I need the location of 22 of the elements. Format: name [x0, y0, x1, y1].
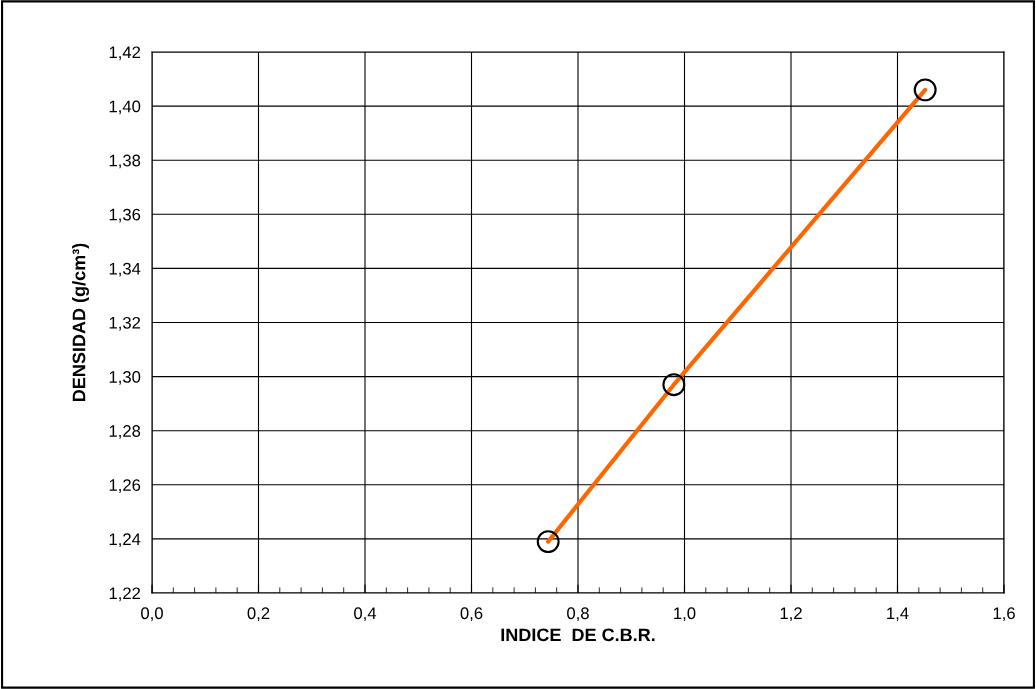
y-tick-label: 1,24	[109, 533, 141, 548]
y-tick-label: 1,32	[109, 316, 141, 331]
x-tick-label: 1,0	[674, 607, 696, 622]
x-tick-label: 0,6	[460, 607, 483, 622]
x-tick-label: 1,6	[993, 607, 1015, 622]
x-tick-label: 0,8	[567, 607, 589, 622]
x-axis-title: INDICE DE C.B.R.	[501, 628, 655, 642]
y-tick-label: 1,40	[109, 100, 141, 115]
y-tick-label: 1,36	[109, 208, 141, 223]
x-tick-label: 1,2	[780, 607, 802, 622]
y-axis-title: DENSIDAD (g/cm³)	[72, 243, 90, 402]
x-tick-label: 0,0	[141, 607, 163, 622]
y-tick-label: 1,26	[109, 479, 141, 493]
y-tick-label: 1,34	[109, 262, 141, 277]
y-tick-label: 1,28	[109, 425, 141, 439]
x-tick-label: 0,2	[247, 607, 270, 622]
y-tick-label: 1,22	[109, 587, 141, 602]
y-tick-label: 1,38	[109, 154, 141, 169]
x-tick-label: 1,4	[887, 607, 909, 622]
y-tick-label: 1,42	[109, 46, 141, 61]
x-tick-label: 0,4	[354, 607, 377, 622]
y-tick-label: 1,30	[109, 371, 141, 385]
